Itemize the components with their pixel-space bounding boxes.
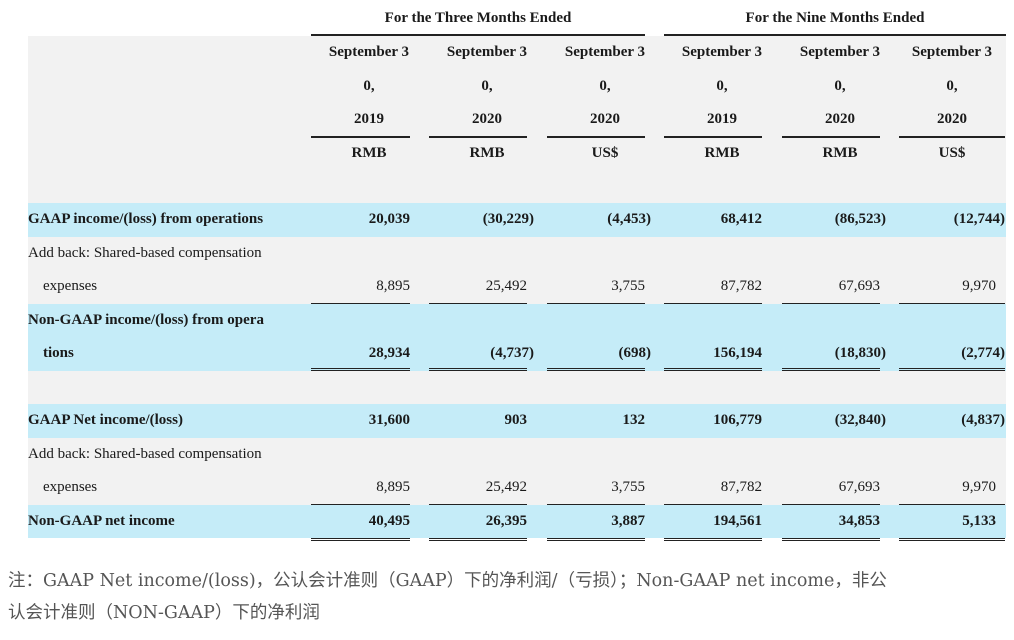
sum-underline: [547, 503, 645, 505]
cell: 3,887: [611, 512, 645, 529]
sum-underline: [429, 503, 527, 505]
cell: 67,693: [838, 278, 880, 295]
footnote-line-1: 注：GAAP Net income/(loss)，公认会计准则（GAAP）下的净…: [8, 571, 887, 591]
cell: 8,895: [376, 278, 410, 295]
cell: 87,782: [720, 479, 762, 496]
row-label: GAAP income/(loss) from operations: [28, 211, 264, 228]
cell: 132: [622, 412, 646, 429]
sum-underline: [899, 302, 1005, 304]
table-row-nongaap-operations: Non-GAAP income/(loss) from opera tions …: [28, 303, 1006, 371]
cell: 9,970: [962, 479, 996, 496]
total-double-underline: [547, 538, 645, 541]
cell: (4,453): [607, 211, 651, 228]
spacer-row: [28, 370, 1006, 404]
year-underline: [429, 136, 527, 138]
cell: 25,492: [485, 278, 527, 295]
cell: (18,830): [834, 345, 886, 362]
sum-underline: [311, 302, 410, 304]
col-header-6: September 3 0, 2020 US$: [911, 44, 993, 161]
table-row-gaap-operations: GAAP income/(loss) from operations 20,03…: [28, 203, 1006, 237]
col-header-5: September 3 0, 2020 RMB: [799, 44, 881, 161]
sum-underline: [664, 503, 762, 505]
sum-underline: [664, 302, 762, 304]
total-double-underline: [664, 368, 762, 371]
cell: 67,693: [838, 479, 880, 496]
row-label-cont: tions: [43, 345, 74, 362]
cell: (32,840): [834, 412, 886, 429]
three-months-header: For the Three Months Ended: [384, 9, 572, 26]
cell: 3,755: [611, 278, 645, 295]
total-double-underline: [547, 368, 645, 371]
cell: (2,774): [961, 345, 1005, 362]
year-underline: [311, 136, 410, 138]
year-underline: [547, 136, 645, 138]
cell: (698): [618, 345, 652, 362]
cell: 34,853: [838, 512, 880, 529]
sum-underline: [782, 503, 880, 505]
cell: 31,600: [368, 412, 410, 429]
cell: (86,523): [834, 211, 886, 228]
cell: 25,492: [485, 479, 527, 496]
cell: 8,895: [376, 479, 410, 496]
nine-months-header: For the Nine Months Ended: [745, 9, 925, 26]
cell: (30,229): [482, 211, 534, 228]
col-header-2: September 3 0, 2020 RMB: [446, 44, 528, 161]
total-double-underline: [899, 538, 1005, 541]
row-label: GAAP Net income/(loss): [28, 412, 183, 429]
table-row-nongaap-net: Non-GAAP net income 40,495 26,395 3,887 …: [28, 504, 1006, 538]
sum-underline: [429, 302, 527, 304]
sum-underline: [311, 503, 410, 505]
total-double-underline: [429, 538, 527, 541]
cell: 68,412: [720, 211, 762, 228]
three-months-underline: [311, 34, 645, 36]
nine-months-underline: [664, 34, 1006, 36]
cell: 87,782: [720, 278, 762, 295]
cell: 26,395: [485, 512, 527, 529]
cell: 20,039: [368, 211, 410, 228]
row-label: Non-GAAP net income: [28, 512, 175, 529]
total-double-underline: [899, 368, 1005, 371]
cell: 40,495: [368, 512, 410, 529]
year-underline: [782, 136, 880, 138]
total-double-underline: [782, 538, 880, 541]
col-header-4: September 3 0, 2019 RMB: [681, 44, 763, 161]
year-underline: [899, 136, 1005, 138]
sum-underline: [782, 302, 880, 304]
row-label: Non-GAAP income/(loss) from opera: [28, 311, 264, 328]
cell: (4,737): [490, 345, 534, 362]
cell: 194,561: [713, 512, 762, 529]
row-label: Add back: Shared-based compensation: [28, 445, 262, 462]
year-underline: [664, 136, 762, 138]
table-row-gaap-net: GAAP Net income/(loss) 31,600 903 132 10…: [28, 404, 1006, 438]
total-double-underline: [782, 368, 880, 371]
col-header-3: September 3 0, 2020 US$: [564, 44, 646, 161]
spacer-row: [28, 170, 1006, 203]
total-double-underline: [429, 368, 527, 371]
cell: 5,133: [962, 512, 996, 529]
cell: (4,837): [961, 412, 1005, 429]
total-double-underline: [311, 538, 410, 541]
footnote-line-2: 认会计准则（NON-GAAP）下的净利润: [8, 603, 320, 623]
row-label: Add back: Shared-based compensation: [28, 244, 262, 261]
table-row-addback-1: Add back: Shared-based compensation expe…: [28, 236, 1006, 304]
column-header-block: September 3 0, 2019 RMB September 3 0, 2…: [28, 36, 1006, 170]
total-double-underline: [311, 368, 410, 371]
cell: 156,194: [713, 345, 762, 362]
cell: 106,779: [713, 412, 762, 429]
sum-underline: [899, 503, 1005, 505]
cell: 903: [504, 412, 528, 429]
sum-underline: [547, 302, 645, 304]
cell: 3,755: [611, 479, 645, 496]
cell: (12,744): [953, 211, 1005, 228]
row-label-cont: expenses: [43, 278, 98, 295]
col-header-1: September 3 0, 2019 RMB: [328, 44, 410, 161]
cell: 28,934: [368, 345, 410, 362]
table-row-addback-2: Add back: Shared-based compensation expe…: [28, 437, 1006, 505]
total-double-underline: [664, 538, 762, 541]
cell: 9,970: [962, 278, 996, 295]
footnote: 注：GAAP Net income/(loss)，公认会计准则（GAAP）下的净…: [8, 565, 1008, 629]
row-label-cont: expenses: [43, 479, 98, 496]
